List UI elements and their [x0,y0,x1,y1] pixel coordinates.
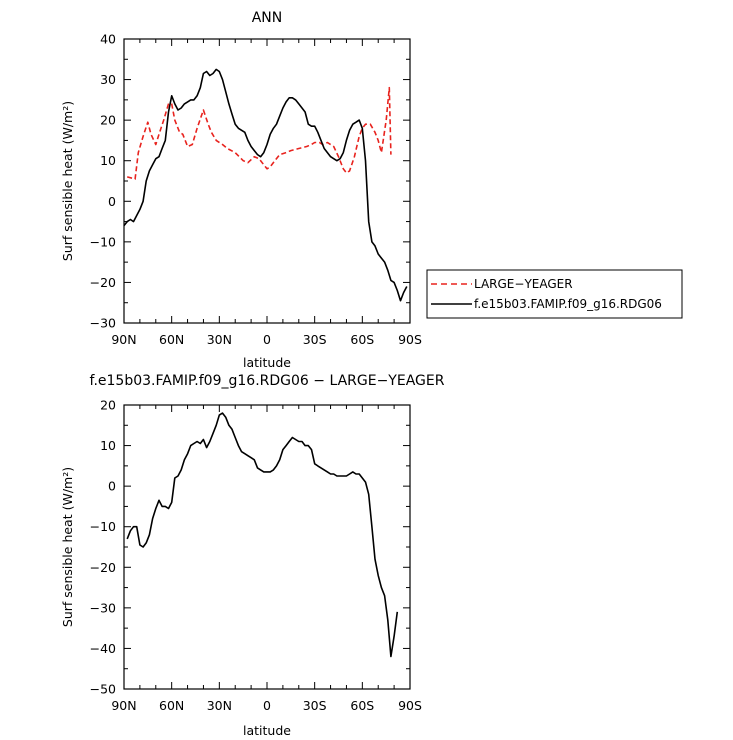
top-series-line-0 [126,86,392,180]
top-panel: ANN 90N 60N 30N 0 30S 60S 90S −30 −20 −10 0 10 20 30 4… [60,10,683,370]
legend-box [426,269,683,319]
top-xtick-label: 90S [398,332,422,347]
bottom-panel-frame [123,404,411,690]
bottom-ytick-label: −30 [90,600,116,615]
top-ytick-label: −30 [90,316,116,331]
bottom-panel-ticks: 90N 60N 30N 0 30S 60S 90S −50 −40 −30 −20 −10 0 10 20 [90,398,422,714]
bottom-panel-series [126,412,399,658]
top-xtick-label: 0 [263,332,271,347]
bottom-xtick-label: 90N [111,698,136,713]
top-xtick-label: 30S [303,332,327,347]
top-ytick-label: 20 [100,113,116,128]
bottom-ytick-label: −10 [90,519,116,534]
top-panel-ylabel: Surf sensible heat (W/m²) [60,101,75,261]
top-panel-series [123,68,408,302]
top-ytick-label: −10 [90,234,116,249]
top-xtick-label: 30N [207,332,232,347]
bottom-xtick-label: 30N [207,698,232,713]
bottom-ytick-label: −40 [90,641,116,656]
bottom-xtick-label: 60S [350,698,374,713]
bottom-ytick-label: −20 [90,560,116,575]
bottom-series-line-0 [126,412,399,658]
bottom-xtick-label: 30S [303,698,327,713]
top-panel-ticks: 90N 60N 30N 0 30S 60S 90S −30 −20 −10 0 10 20 30 40 [90,32,422,348]
bottom-panel-xlabel: latitude [243,723,291,738]
top-ytick-label: 0 [108,194,116,209]
legend-label-large-yeager: LARGE−YEAGER [474,277,573,291]
top-ytick-label: 10 [100,153,116,168]
top-ytick-label: 30 [100,72,116,87]
bottom-xtick-label: 0 [263,698,271,713]
legend-label-rdg06: f.e15b03.FAMIP.f09_g16.RDG06 [474,297,662,311]
bottom-xtick-label: 90S [398,698,422,713]
top-ytick-label: 40 [100,32,116,47]
top-series-line-1 [123,68,408,302]
legend: LARGE−YEAGER f.e15b03.FAMIP.f09_g16.RDG0… [426,269,683,319]
bottom-panel-title: f.e15b03.FAMIP.f09_g16.RDG06 − LARGE−YEA… [90,373,445,389]
top-xtick-label: 60S [350,332,374,347]
bottom-xtick-label: 60N [159,698,184,713]
bottom-ytick-label: 0 [108,479,116,494]
top-xtick-label: 90N [111,332,136,347]
bottom-ytick-label: −50 [90,682,116,697]
bottom-panel: f.e15b03.FAMIP.f09_g16.RDG06 − LARGE−YEA… [60,373,445,738]
top-panel-xlabel: latitude [243,355,291,370]
bottom-ytick-label: 10 [100,438,116,453]
bottom-panel-ylabel: Surf sensible heat (W/m²) [60,467,75,627]
bottom-ytick-label: 20 [100,398,116,413]
top-xtick-label: 60N [159,332,184,347]
top-ytick-label: −20 [90,275,116,290]
top-panel-title: ANN [252,10,283,26]
